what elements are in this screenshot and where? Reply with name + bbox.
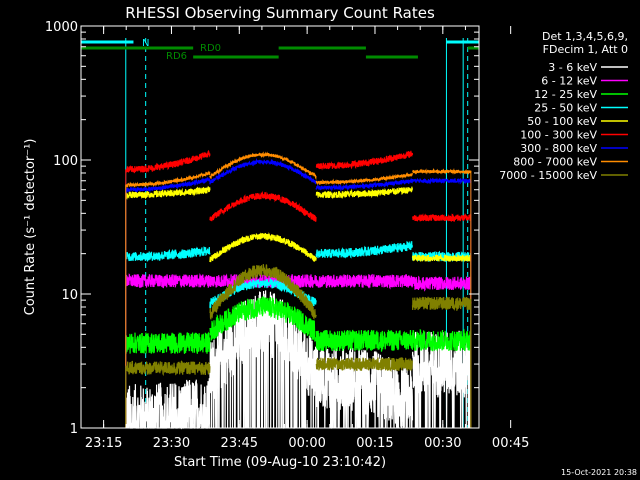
x-tick-label-3: 00:00 [288,436,325,451]
legend-label-8: 7000 - 15000 keV [499,169,597,182]
series-2-segment-0 [125,331,211,354]
timestamp: 15-Oct-2021 20:38 [561,468,637,477]
series-8-segment-3 [411,296,472,312]
series-4-segment-0 [125,185,211,201]
y-axis-label: Count Rate (s⁻¹ detector⁻¹) [23,139,38,316]
series-0-segment-1 [209,290,317,429]
series-3-segment-2 [315,240,413,259]
legend-label-5: 100 - 300 keV [520,129,597,142]
series-4-segment-3 [411,253,472,263]
x-tick-label-2: 23:45 [221,436,258,451]
legend-label-2: 12 - 25 keV [534,88,597,101]
series-7-segment-0 [125,170,211,188]
series-6-segment-2 [315,177,414,192]
legend-label-3: 25 - 50 keV [534,102,597,115]
plot-data-area [80,38,479,430]
rd6-annotation-label: RD6 [166,51,187,62]
annotation-layer: N RD0 RD6 [142,38,221,62]
series-1-segment-2 [315,273,414,290]
y-axis: 1 10 100 1000 [45,20,479,437]
legend: Det 1,3,4,5,6,9, FDecim 1, Att 0 3 - 6 k… [499,30,628,182]
series-5-segment-1 [209,190,317,222]
series-6-segment-0 [125,177,211,194]
x-axis-label: Start Time (09-Aug-10 23:10:42) [174,455,386,470]
series-7-segment-2 [315,172,413,186]
y-tick-label-3: 1000 [45,20,78,35]
series-2-segment-2 [315,329,414,352]
series-2-segment-1 [209,295,317,342]
series-8-segment-0 [125,360,211,377]
plot-frame [80,25,480,429]
series-5-segment-0 [125,149,211,174]
x-tick-label-5: 00:30 [424,436,461,451]
y-tick-label-2: 100 [53,154,78,169]
series-8 [125,264,472,428]
x-tick-label-4: 00:15 [356,436,393,451]
legend-header-line-1: Det 1,3,4,5,6,9, [542,30,628,43]
x-axis: 23:15 23:30 23:45 00:00 00:15 00:30 00:45 [80,26,529,451]
series-5-segment-3 [411,212,472,223]
y-tick-label-1: 10 [61,288,78,303]
legend-label-0: 3 - 6 keV [548,61,597,74]
series-4-segment-2 [315,186,414,200]
series-0-segment-3 [411,330,472,429]
chart-title: RHESSI Observing Summary Count Rates [125,4,435,22]
series-6-segment-3 [411,177,472,185]
legend-label-6: 300 - 800 keV [520,142,597,155]
legend-label-4: 50 - 100 keV [527,115,597,128]
rd0-annotation-label: RD0 [200,43,221,54]
x-tick-label-0: 23:15 [85,436,122,451]
series-2-segment-3 [411,328,472,352]
series-3-segment-0 [125,246,211,262]
legend-header-line-2: FDecim 1, Att 0 [543,43,628,56]
series-1-segment-3 [411,275,472,292]
n-annotation-label: N [142,38,149,49]
legend-label-7: 800 - 7000 keV [513,156,597,169]
y-tick-label-0: 1 [70,422,78,437]
series-0-segment-0 [125,378,211,430]
series-1-segment-1 [209,273,317,289]
series-8-segment-2 [315,357,414,373]
series-5-segment-2 [315,150,414,171]
series-4-segment-1 [209,232,317,263]
series-7-segment-3 [412,167,472,175]
series-1-segment-0 [125,272,211,289]
x-tick-label-1: 23:30 [153,436,190,451]
series-6-segment-1 [209,157,317,185]
series-7-segment-1 [209,151,317,181]
legend-label-1: 6 - 12 keV [541,75,597,88]
x-tick-label-6: 00:45 [492,436,529,451]
series-8-segment-1 [209,264,317,320]
